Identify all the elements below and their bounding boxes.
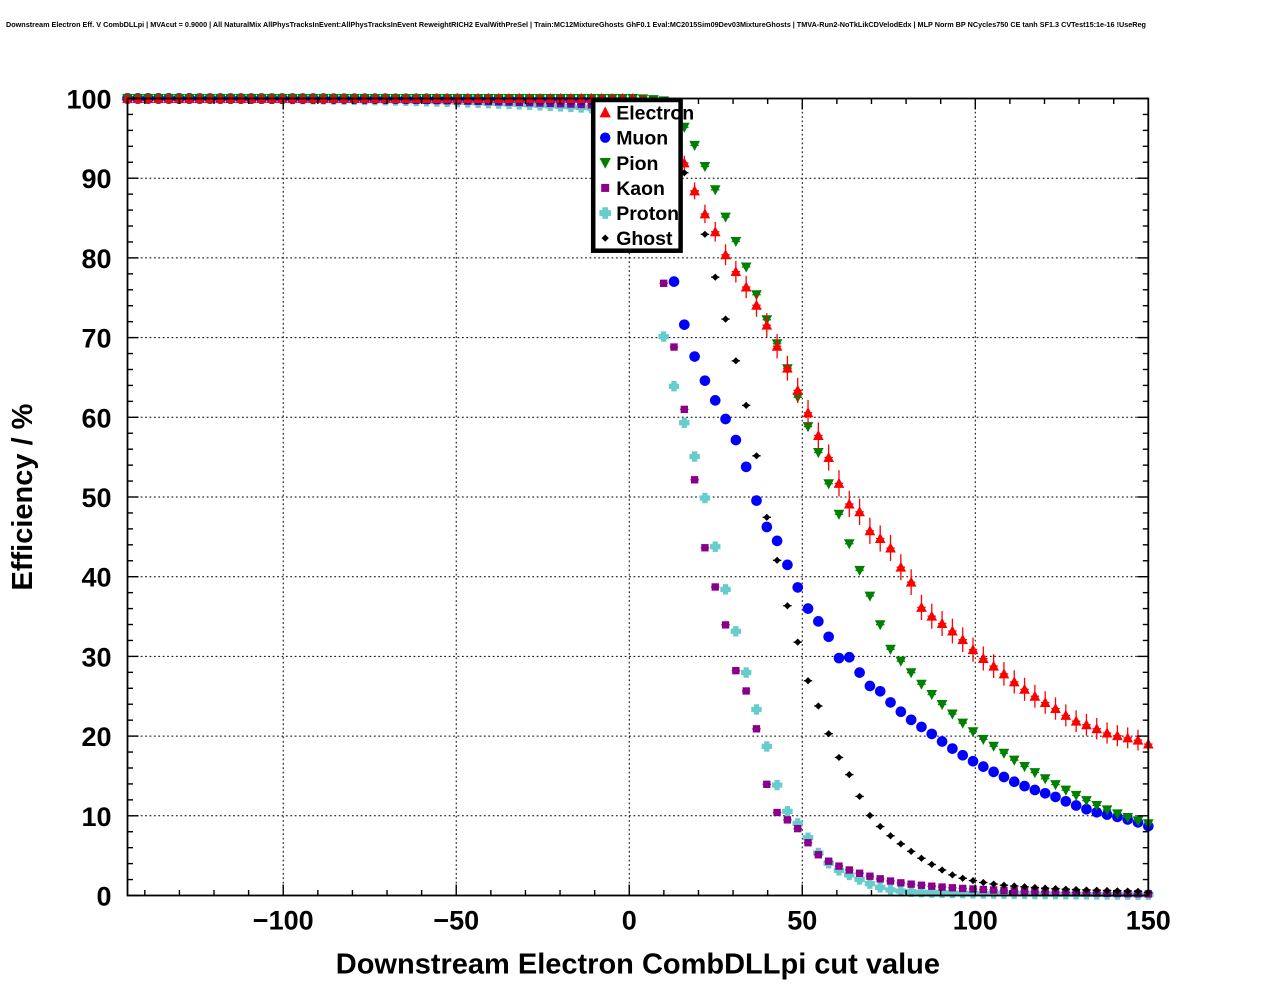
svg-text:10: 10 bbox=[81, 802, 111, 832]
svg-text:−100: −100 bbox=[253, 906, 314, 936]
svg-text:Downstream Electron CombDLLpi: Downstream Electron CombDLLpi cut value bbox=[336, 949, 940, 981]
svg-text:Proton: Proton bbox=[616, 203, 679, 225]
svg-text:Efficiency / %: Efficiency / % bbox=[7, 403, 39, 590]
svg-text:60: 60 bbox=[81, 403, 111, 433]
svg-text:Pion: Pion bbox=[616, 153, 658, 175]
svg-text:90: 90 bbox=[81, 164, 111, 194]
svg-text:0: 0 bbox=[96, 882, 111, 912]
svg-text:50: 50 bbox=[787, 906, 817, 936]
svg-text:−50: −50 bbox=[433, 906, 479, 936]
svg-text:70: 70 bbox=[81, 324, 111, 354]
svg-text:20: 20 bbox=[81, 722, 111, 752]
svg-text:100: 100 bbox=[953, 906, 998, 936]
svg-text:Muon: Muon bbox=[616, 128, 668, 150]
svg-text:150: 150 bbox=[1126, 906, 1171, 936]
svg-text:Kaon: Kaon bbox=[616, 178, 665, 200]
svg-text:40: 40 bbox=[81, 563, 111, 593]
svg-text:50: 50 bbox=[81, 483, 111, 513]
svg-text:100: 100 bbox=[66, 85, 111, 115]
svg-text:0: 0 bbox=[622, 906, 637, 936]
svg-text:Ghost: Ghost bbox=[616, 228, 673, 250]
svg-text:Electron: Electron bbox=[616, 103, 694, 125]
svg-text:80: 80 bbox=[81, 244, 111, 274]
svg-text:30: 30 bbox=[81, 642, 111, 672]
